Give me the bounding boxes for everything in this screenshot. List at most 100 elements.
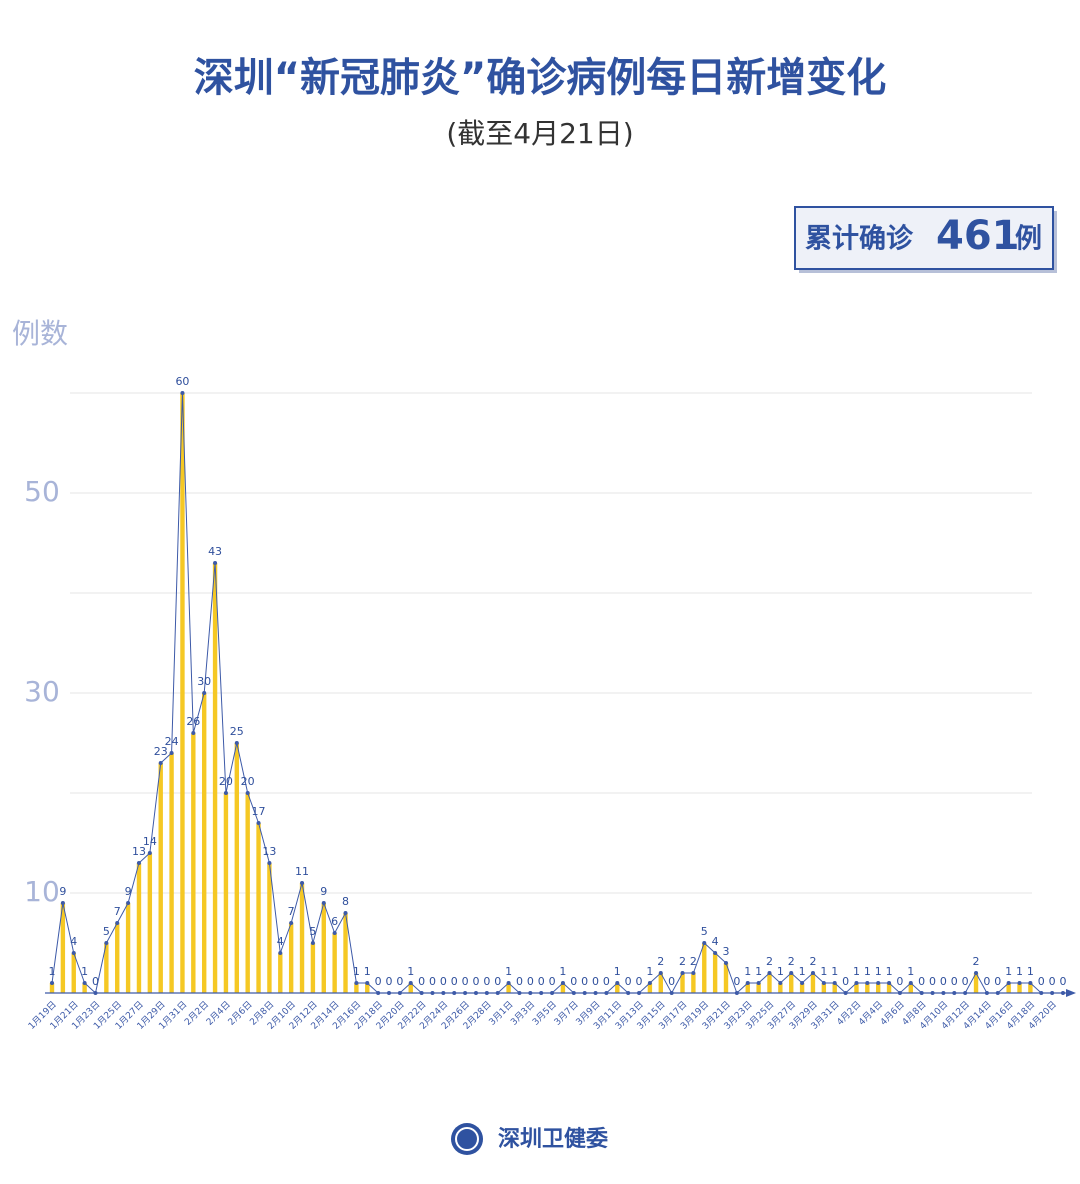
bar (973, 973, 979, 993)
value-label: 7 (288, 905, 295, 918)
point (180, 391, 185, 395)
value-label: 0 (994, 975, 1001, 988)
bar (1028, 983, 1033, 993)
bar (71, 953, 76, 993)
value-label: 1 (820, 965, 827, 978)
bar (560, 983, 566, 993)
y-tick-label: 50 (24, 475, 60, 508)
point (887, 981, 892, 985)
value-label: 25 (230, 725, 244, 738)
bar (1017, 983, 1022, 993)
point (419, 991, 424, 995)
source: 深圳卫健委 (498, 1126, 608, 1152)
value-label: 6 (331, 915, 338, 928)
value-label: 1 (799, 965, 806, 978)
point (60, 901, 65, 905)
x-axis-arrow (1066, 989, 1076, 997)
bar (82, 983, 87, 993)
value-label: 9 (59, 885, 66, 898)
value-label: 0 (494, 975, 501, 988)
point (1028, 981, 1033, 985)
value-label: 1 (81, 965, 88, 978)
point (376, 991, 381, 995)
point (691, 971, 696, 975)
bar (223, 793, 229, 993)
point (202, 691, 207, 695)
value-label: 8 (342, 895, 349, 908)
bar (647, 983, 653, 993)
point (680, 971, 685, 975)
bar (256, 823, 261, 993)
point (930, 991, 935, 995)
bar (201, 693, 207, 993)
point (571, 991, 576, 995)
value-label: 0 (603, 975, 610, 988)
bar (908, 983, 914, 993)
point (734, 991, 739, 995)
point (1017, 981, 1022, 985)
point (832, 981, 837, 985)
value-label: 0 (1060, 975, 1067, 988)
value-label: 2 (679, 955, 686, 968)
value-label: 9 (320, 885, 327, 898)
point (1006, 981, 1011, 985)
value-label: 0 (983, 975, 990, 988)
value-label: 0 (538, 975, 545, 988)
point (82, 981, 87, 985)
value-label: 1 (744, 965, 751, 978)
point (963, 991, 968, 995)
value-label: 13 (262, 845, 276, 858)
value-label: 0 (1049, 975, 1056, 988)
point (397, 991, 402, 995)
value-label: 5 (701, 925, 708, 938)
chart-title: 深圳“新冠肺炎”确诊病例每日新增变化 (194, 55, 887, 101)
value-label: 0 (440, 975, 447, 988)
bar (234, 743, 240, 993)
bar (408, 983, 413, 993)
bar (756, 983, 761, 993)
point (343, 911, 348, 915)
bar (267, 863, 272, 993)
bar (865, 983, 870, 993)
point (93, 991, 98, 995)
bar (712, 953, 718, 993)
point (789, 971, 794, 975)
point (539, 991, 544, 995)
value-label: 0 (929, 975, 936, 988)
point (495, 991, 500, 995)
point (473, 991, 478, 995)
value-label: 1 (646, 965, 653, 978)
value-label: 5 (103, 925, 110, 938)
point (452, 991, 457, 995)
value-label: 0 (462, 975, 469, 988)
value-label: 13 (132, 845, 146, 858)
value-label: 1 (1005, 965, 1012, 978)
value-label: 0 (668, 975, 675, 988)
point (136, 861, 141, 865)
point (876, 981, 881, 985)
value-label: 0 (636, 975, 643, 988)
bar (332, 933, 337, 993)
point (952, 991, 957, 995)
value-label: 0 (951, 975, 958, 988)
bar (310, 943, 316, 993)
point (223, 791, 228, 795)
point (647, 981, 652, 985)
point (517, 991, 522, 995)
value-label: 0 (625, 975, 632, 988)
bar (125, 903, 131, 993)
point (234, 741, 239, 745)
value-label: 1 (353, 965, 360, 978)
value-label: 0 (386, 975, 393, 988)
bar (778, 983, 783, 993)
point (278, 951, 283, 955)
value-label: 60 (175, 375, 189, 388)
point (637, 991, 642, 995)
bar (136, 863, 142, 993)
value-label: 0 (581, 975, 588, 988)
value-label: 4 (70, 935, 77, 948)
y-axis-label: 例数 (12, 317, 68, 350)
bar (104, 943, 109, 993)
bar (278, 953, 283, 993)
point (310, 941, 315, 945)
